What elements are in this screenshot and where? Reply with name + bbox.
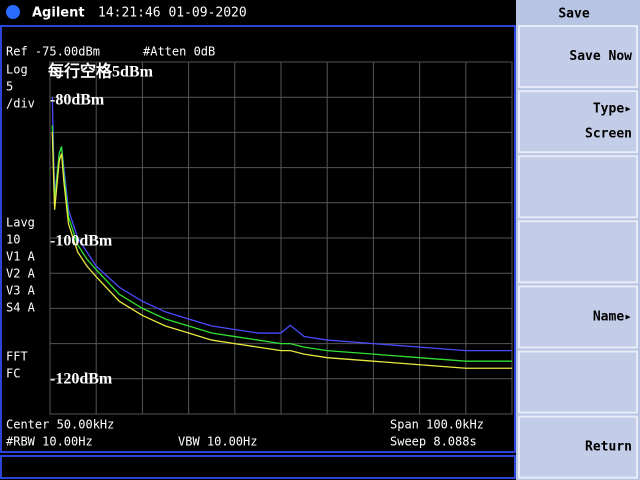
softkey-label: Return — [585, 440, 632, 455]
softkey-label: Save Now — [569, 49, 632, 64]
softkey — [518, 155, 638, 219]
softkey[interactable] — [518, 285, 638, 349]
attenuation: #Atten 0dB — [143, 45, 215, 59]
datetime: 14:21:46 01-09-2020 — [98, 6, 247, 21]
annotation: -100dBm — [50, 233, 113, 250]
ref-level: Ref -75.00dBm — [6, 45, 100, 59]
mode-label: FC — [6, 367, 20, 381]
trace-label: V3 A — [6, 284, 36, 298]
scale-label: /div — [6, 97, 35, 111]
softkey-label: Type▸ — [593, 102, 632, 117]
trace-label: S4 A — [6, 301, 36, 315]
softkey-title: Save — [558, 7, 589, 22]
trace-label: Lavg — [6, 216, 35, 230]
softkey-label: Name▸ — [593, 309, 632, 324]
annotation: 每行空格5dBm — [48, 62, 154, 81]
softkey[interactable] — [518, 90, 638, 154]
scale-label: Log — [6, 63, 28, 77]
trace-label: V2 A — [6, 267, 36, 281]
brand: Agilent — [32, 6, 85, 21]
annotation: -80dBm — [50, 92, 105, 109]
trace-label: V1 A — [6, 250, 36, 264]
softkey-label: Screen — [585, 127, 632, 142]
footer-label: Span 100.0kHz — [390, 418, 484, 432]
footer-label: Center 50.00kHz — [6, 418, 114, 432]
status-bar — [0, 455, 516, 479]
footer-label: Sweep 8.088s — [390, 435, 477, 449]
softkey[interactable] — [518, 415, 638, 479]
softkey[interactable] — [518, 25, 638, 89]
logo — [6, 5, 20, 19]
trace-label: 10 — [6, 233, 20, 247]
trace — [51, 132, 512, 369]
footer-label: VBW 10.00Hz — [178, 435, 257, 449]
mode-label: FFT — [6, 350, 28, 364]
scale-label: 5 — [6, 80, 13, 94]
footer-label: #RBW 10.00Hz — [6, 435, 93, 449]
annotation: -120dBm — [50, 371, 113, 388]
softkey — [518, 220, 638, 284]
softkey — [518, 350, 638, 414]
